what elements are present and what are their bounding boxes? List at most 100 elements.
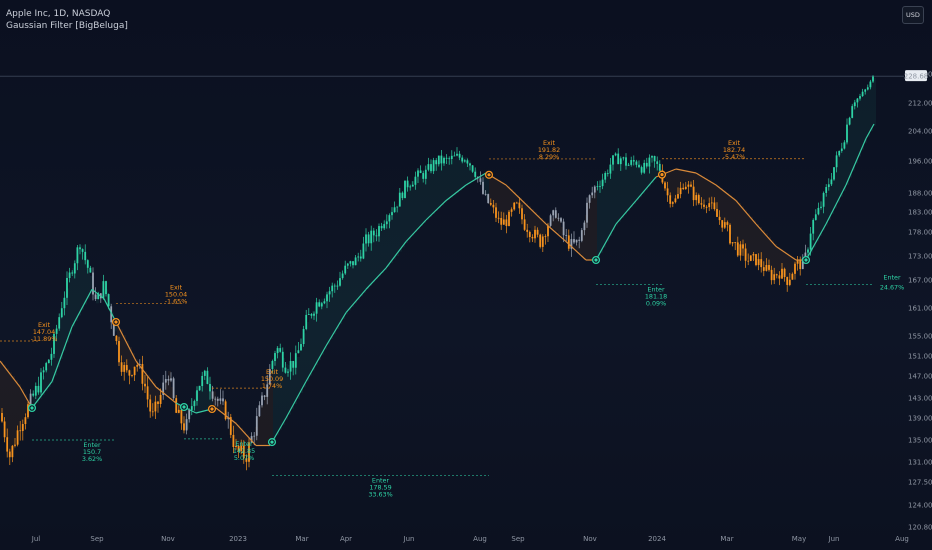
trend-fill [531,209,534,231]
candle-body [94,294,97,300]
trend-fill [69,277,72,335]
candle-body [760,259,763,268]
trend-fill [408,183,411,240]
y-tick-label: 151.00 [908,353,932,361]
candle-body [388,215,391,222]
candle-body [549,215,552,226]
x-tick-label: Aug [895,535,909,543]
candle-body [575,239,578,243]
trend-fill [147,374,150,396]
trend-fill [480,176,483,185]
candle-body [515,202,518,204]
trend-fill [555,213,558,232]
candle-body [666,188,669,196]
trend-fill [249,437,252,447]
trend-fill [630,164,633,208]
candle-body [489,202,492,205]
x-tick-label: Sep [90,535,104,543]
currency-button[interactable]: USD [902,6,924,24]
candle-body [762,267,765,271]
x-tick-label: Apr [340,535,352,543]
candle-body [414,176,417,185]
candle-body [848,117,851,125]
trend-fill [846,129,849,185]
trend-fill [171,387,174,400]
candle-body [669,195,672,204]
trend-fill [201,381,204,412]
marker-dot [210,407,214,411]
candle-body [744,248,747,261]
trend-fill [783,251,786,275]
candle-body [856,98,859,103]
y-tick-label: 196.00 [908,158,932,166]
candle-body [788,279,791,285]
trend-fill [780,249,783,272]
gaussian-filter-line [285,381,307,419]
candle-body [294,353,297,368]
indicator-name[interactable]: Gaussian Filter [BigBeluga] [6,21,128,31]
gaussian-filter-line [345,288,367,314]
signal-pct-label: 0.09% [646,300,666,308]
candle-body [393,207,396,213]
candle-body [86,260,89,268]
candle-body [734,242,737,243]
candle-body [120,362,123,372]
candle-body [859,96,861,99]
trend-fill [6,368,9,439]
marker-dot [487,173,491,177]
candle-body [560,218,562,222]
exit-label: Exit [543,139,556,147]
candle-body [292,360,295,368]
candle-body [297,350,300,354]
candle-body [612,155,614,165]
candle-body [591,192,594,196]
marker-dot [30,406,34,410]
candle-body [521,208,523,220]
symbol-title[interactable]: Apple Inc, 1D, NASDAQ [6,9,111,19]
exit-label: Exit [266,368,279,376]
trend-fill [543,221,546,235]
chart-header: Apple Inc, 1D, NASDAQ Gaussian Filter [B… [6,8,128,32]
trend-fill [519,197,522,212]
trend-fill [687,171,690,186]
candle-body [474,171,477,177]
trend-fill [423,174,426,223]
candle-body [495,207,497,218]
trend-fill [372,235,375,283]
trend-fill [66,288,69,343]
candle-body [427,164,430,170]
trend-fill [615,159,618,226]
candle-body [749,255,752,261]
trend-fill [333,287,336,334]
candle-body [289,360,292,372]
candle-body [593,186,596,193]
trend-fill [339,279,342,325]
x-tick-label: Jun [403,535,415,543]
trend-fill [819,210,822,236]
y-tick-label: 183.00 [908,209,932,217]
trend-fill [360,253,363,297]
trend-fill [852,103,855,171]
trend-fill [429,169,432,217]
trend-fill [60,312,63,359]
candle-body [24,417,27,425]
candle-body [692,186,695,201]
candle-body [528,231,531,237]
trend-fill [48,361,51,387]
gaussian-filter-line [31,381,53,409]
candle-body [690,184,692,187]
candle-body [513,202,516,210]
candle-body [840,148,843,151]
candle-body [700,203,703,205]
trend-fill [654,163,657,180]
y-tick-label: 120.80 [908,524,932,532]
signal-pct-label: -5.47% [723,153,746,161]
x-tick-label: Jun [828,535,840,543]
candle-body [240,445,243,451]
trend-fill [450,159,453,198]
candle-body [830,179,833,185]
trend-fill [81,245,84,310]
trend-fill [54,341,57,376]
candle-body [448,158,451,160]
